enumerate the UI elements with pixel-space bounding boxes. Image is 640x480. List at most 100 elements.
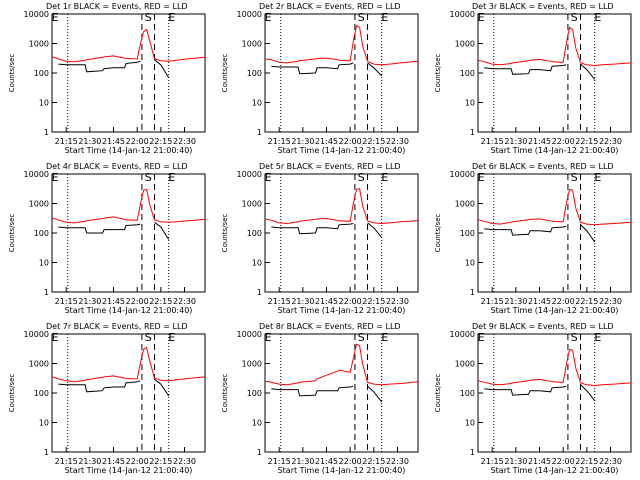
y-tick-label: 10000 [450, 170, 475, 179]
plot-frame [477, 13, 632, 133]
annotation: E [168, 171, 175, 184]
y-tick-label: 10 [465, 259, 475, 268]
series-line [271, 385, 383, 403]
x-tick-label: 21:15 [55, 457, 78, 466]
y-tick-label: 1 [470, 288, 475, 297]
x-tick-label: 21:30 [78, 297, 101, 306]
y-axis-label: Counts/sec [8, 374, 16, 413]
x-tick-label: 21:15 [481, 297, 504, 306]
y-axis-label: Counts/sec [434, 214, 442, 253]
y-tick-label: 1000 [29, 200, 49, 209]
series-line [264, 187, 419, 225]
y-tick-label: 1 [257, 288, 262, 297]
x-tick-label: 22:00 [552, 457, 575, 466]
x-tick-label: 21:30 [78, 137, 101, 146]
annotation: S [571, 11, 578, 24]
annotation: S [145, 171, 152, 184]
annotation: E [168, 331, 175, 344]
plot-frame [477, 173, 632, 293]
annotation: E [52, 11, 59, 24]
x-tick-label: 22:00 [339, 297, 362, 306]
x-tick-label: 22:00 [552, 137, 575, 146]
y-tick-label: 10 [465, 419, 475, 428]
annotation: S [358, 331, 365, 344]
x-tick-label: 21:45 [102, 137, 125, 146]
annotation: E [381, 11, 388, 24]
x-tick-label: 21:15 [55, 297, 78, 306]
series-line [264, 24, 419, 66]
y-axis-label: Counts/sec [221, 54, 229, 93]
x-tick-label: 21:30 [291, 457, 314, 466]
plot-frame [51, 173, 206, 293]
plot-frame [264, 333, 419, 453]
y-tick-label: 1 [44, 448, 49, 457]
x-tick-label: 22:15 [575, 137, 598, 146]
series-line [271, 62, 383, 77]
y-tick-label: 10 [39, 99, 49, 108]
y-tick-label: 100 [460, 389, 475, 398]
y-tick-label: 1000 [242, 40, 262, 49]
y-tick-label: 1000 [455, 360, 475, 369]
chart-title: Det 2r BLACK = Events, RED = LLD [259, 2, 401, 11]
annotation: S [571, 171, 578, 184]
plot-frame [264, 173, 419, 293]
chart-title: Det 5r BLACK = Events, RED = LLD [259, 162, 401, 171]
x-tick-label: 21:30 [504, 457, 527, 466]
y-tick-label: 100 [34, 69, 49, 78]
x-axis-label: Start Time (14-Jan-12 21:00:40) [491, 466, 619, 475]
series-line [51, 188, 206, 224]
x-tick-label: 22:15 [149, 297, 172, 306]
series-line [484, 224, 596, 243]
y-tick-label: 100 [247, 69, 262, 78]
x-tick-label: 21:30 [291, 297, 314, 306]
annotation: S [358, 11, 365, 24]
annotation: E [478, 331, 485, 344]
series-line [484, 384, 596, 402]
y-tick-label: 1000 [242, 360, 262, 369]
x-tick-label: 22:30 [386, 457, 409, 466]
y-tick-label: 10 [252, 419, 262, 428]
y-tick-label: 10000 [24, 10, 49, 19]
annotation: S [145, 331, 152, 344]
x-tick-label: 21:30 [504, 297, 527, 306]
y-tick-label: 1000 [29, 360, 49, 369]
y-axis-label: Counts/sec [434, 374, 442, 413]
y-tick-label: 10 [39, 259, 49, 268]
x-tick-label: 22:00 [126, 297, 149, 306]
x-tick-label: 21:30 [504, 137, 527, 146]
x-tick-label: 21:15 [55, 137, 78, 146]
series-line [271, 222, 383, 238]
annotation: E [265, 171, 272, 184]
annotation: S [358, 171, 365, 184]
y-tick-label: 100 [460, 69, 475, 78]
series-line [51, 346, 206, 383]
x-tick-label: 21:30 [78, 457, 101, 466]
y-axis-label: Counts/sec [221, 374, 229, 413]
chart-title: Det 7r BLACK = Events, RED = LLD [46, 322, 188, 331]
annotation: E [265, 11, 272, 24]
series-line [51, 28, 206, 63]
series-line [477, 348, 632, 387]
x-tick-label: 21:45 [528, 457, 551, 466]
y-tick-label: 10 [465, 99, 475, 108]
x-tick-label: 22:00 [126, 457, 149, 466]
x-tick-label: 22:30 [386, 137, 409, 146]
x-tick-label: 21:45 [528, 137, 551, 146]
series-line [58, 59, 170, 78]
y-tick-label: 100 [34, 229, 49, 238]
x-tick-label: 22:15 [149, 457, 172, 466]
y-axis-label: Counts/sec [434, 54, 442, 93]
x-tick-label: 22:00 [339, 457, 362, 466]
x-axis-label: Start Time (14-Jan-12 21:00:40) [65, 306, 193, 315]
y-axis-label: Counts/sec [221, 214, 229, 253]
series-line [477, 26, 632, 67]
x-tick-label: 21:45 [315, 137, 338, 146]
x-tick-label: 21:15 [268, 457, 291, 466]
chart-title: Det 1r BLACK = Events, RED = LLD [46, 2, 188, 11]
x-tick-label: 22:30 [599, 297, 622, 306]
x-tick-label: 21:30 [291, 137, 314, 146]
plot-frame [51, 333, 206, 453]
plot-frame [477, 333, 632, 453]
x-tick-label: 22:30 [599, 137, 622, 146]
annotation: E [594, 11, 601, 24]
